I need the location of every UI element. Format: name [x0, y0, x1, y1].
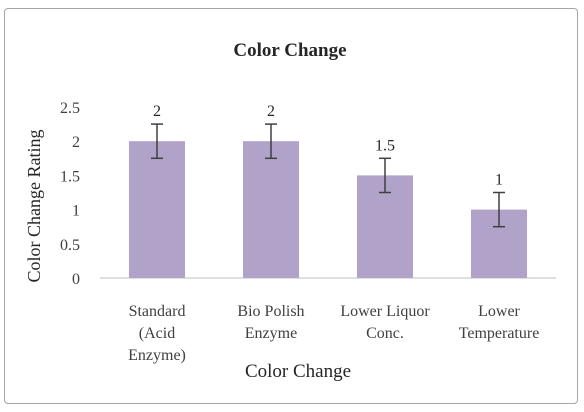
data-label: 2 [267, 103, 275, 120]
y-tick-label: 0.5 [60, 237, 80, 254]
data-label: 1 [495, 172, 503, 189]
category-label: Lower Liquor [340, 303, 430, 320]
bars [129, 141, 527, 278]
category-labels: Standard (Acid Enzyme) Bio Polish Enzyme Lowe… [128, 303, 539, 364]
chart-title: Color Change [233, 40, 346, 61]
category-label: Conc. [366, 325, 404, 342]
y-axis-label: Color Change Rating [24, 130, 44, 283]
category-label: Standard [129, 303, 186, 320]
category-label: Enzyme [245, 325, 297, 342]
y-tick-label: 1 [72, 203, 80, 220]
data-labels: 2 21.51 [153, 103, 503, 188]
y-tick-label: 2.5 [60, 100, 80, 117]
category-label: (Acid [139, 325, 175, 342]
error-bars [151, 123, 505, 228]
y-tick-label: 1.5 [60, 168, 80, 185]
y-axis-ticks: 0 0.5 1 1.5 2 2.5 [60, 100, 80, 288]
category-label: Lower [478, 303, 520, 320]
data-label: 1.5 [375, 137, 395, 154]
y-tick-label: 0 [72, 271, 80, 288]
data-label: 2 [153, 103, 161, 120]
y-tick-label: 2 [72, 134, 80, 151]
category-label: Temperature [459, 325, 540, 342]
category-label: Bio Polish [237, 303, 304, 320]
category-label: Enzyme) [128, 347, 186, 364]
bar [129, 141, 185, 278]
x-axis-label: Color Change [245, 361, 351, 382]
bar [243, 141, 299, 278]
